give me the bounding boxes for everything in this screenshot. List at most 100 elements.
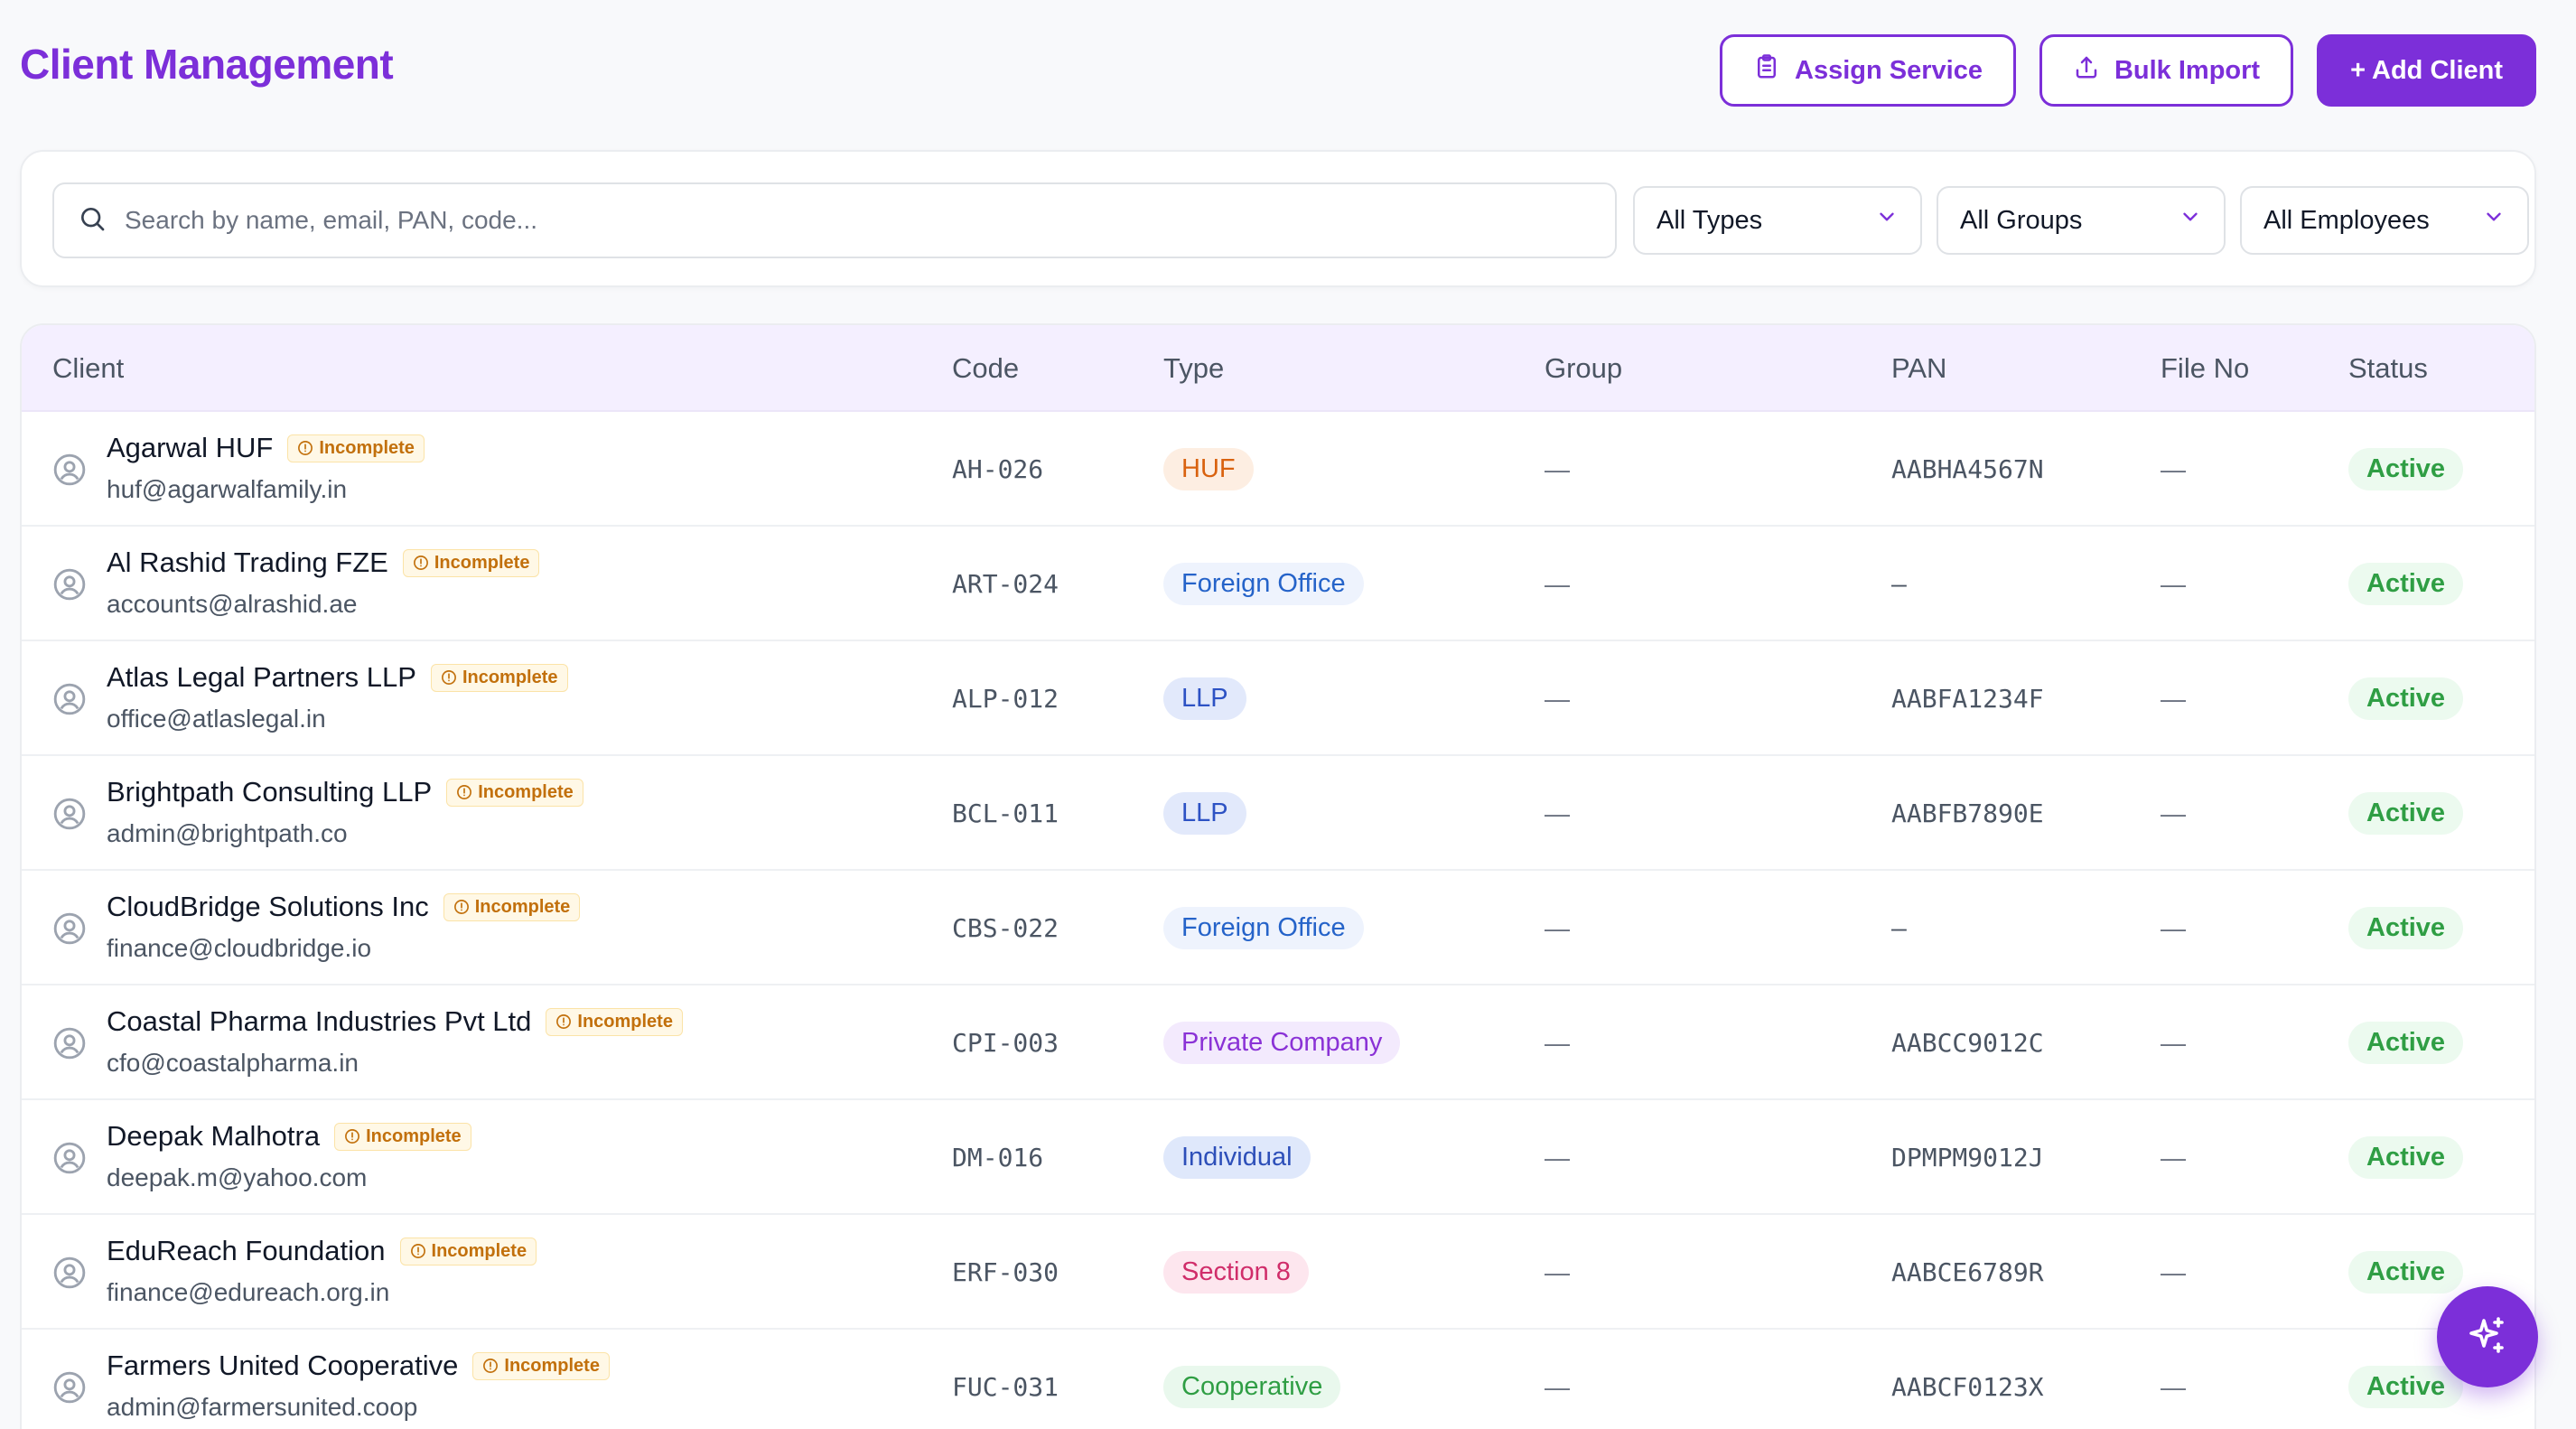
column-header-status[interactable]: Status — [2348, 352, 2428, 384]
table-row[interactable]: Atlas Legal Partners LLP Incomplete office… — [22, 641, 2534, 756]
page-title: Client Management — [20, 41, 394, 88]
alert-circle-icon — [344, 1128, 360, 1144]
client-email: accounts@alrashid.ae — [107, 590, 358, 618]
client-name-line: Farmers United Cooperative Incomplete — [107, 1350, 610, 1382]
column-header-type[interactable]: Type — [1163, 352, 1225, 384]
status-badge: Active — [2348, 448, 2464, 490]
client-email: cfo@coastalpharma.in — [107, 1049, 359, 1077]
table-row[interactable]: Brightpath Consulting LLP Incomplete admin… — [22, 756, 2534, 871]
alert-circle-icon — [453, 899, 470, 915]
client-pan: AABFA1234F — [1891, 684, 2044, 714]
filter-bar: All Types All Groups All Employees — [20, 150, 2536, 287]
type-badge: HUF — [1163, 448, 1254, 490]
table-row[interactable]: Deepak Malhotra Incomplete deepak.m@yahoo.… — [22, 1100, 2534, 1215]
table-row[interactable]: Agarwal HUF Incomplete huf@agarwalfamily.i… — [22, 412, 2534, 527]
column-header-pan[interactable]: PAN — [1891, 352, 1947, 384]
client-code: ERF-030 — [952, 1257, 1059, 1287]
client-file-no: — — [2161, 454, 2186, 483]
toolbar: Assign Service Bulk Import + Add Client — [1720, 34, 2536, 107]
incomplete-badge-label: Incomplete — [319, 437, 415, 458]
client-email: huf@agarwalfamily.in — [107, 475, 348, 503]
upload-icon — [2073, 53, 2100, 88]
client-name-line: Atlas Legal Partners LLP Incomplete — [107, 661, 568, 694]
client-name-line: Coastal Pharma Industries Pvt Ltd Incompl… — [107, 1005, 683, 1038]
type-badge: LLP — [1163, 792, 1246, 835]
column-header-client[interactable]: Client — [52, 352, 125, 384]
bulk-import-label: Bulk Import — [2114, 55, 2261, 85]
client-code: ART-024 — [952, 569, 1059, 599]
client-group: — — [1545, 1028, 1570, 1057]
table-row[interactable]: CloudBridge Solutions Inc Incomplete finan… — [22, 871, 2534, 985]
client-name[interactable]: EduReach Foundation — [107, 1235, 386, 1266]
ai-assistant-button[interactable] — [2437, 1286, 2538, 1387]
client-pan: AABCE6789R — [1891, 1257, 2044, 1287]
chevron-down-icon — [2482, 205, 2506, 236]
incomplete-badge: Incomplete — [472, 1351, 610, 1380]
search-input[interactable] — [125, 206, 1570, 235]
client-name[interactable]: Al Rashid Trading FZE — [107, 546, 388, 578]
client-file-no: — — [2161, 799, 2186, 827]
client-code: CPI-003 — [952, 1028, 1059, 1058]
incomplete-badge-label: Incomplete — [462, 667, 558, 687]
type-badge: LLP — [1163, 677, 1246, 720]
client-group: — — [1545, 684, 1570, 713]
sparkles-icon — [2466, 1313, 2509, 1361]
assign-service-button[interactable]: Assign Service — [1720, 34, 2016, 107]
user-circle-icon — [52, 797, 87, 831]
client-name[interactable]: Farmers United Cooperative — [107, 1350, 459, 1381]
alert-circle-icon — [297, 440, 313, 456]
client-name[interactable]: CloudBridge Solutions Inc — [107, 891, 429, 922]
client-name[interactable]: Agarwal HUF — [107, 432, 274, 463]
user-circle-icon — [52, 1026, 87, 1060]
column-header-file-no[interactable]: File No — [2161, 352, 2250, 384]
type-filter-select[interactable]: All Types — [1633, 186, 1922, 255]
add-client-button[interactable]: + Add Client — [2317, 34, 2536, 107]
client-pan: – — [1891, 569, 1907, 599]
alert-circle-icon — [482, 1358, 499, 1374]
incomplete-badge-label: Incomplete — [431, 1240, 527, 1261]
status-badge: Active — [2348, 677, 2464, 720]
employee-filter-select[interactable]: All Employees — [2240, 186, 2529, 255]
incomplete-badge: Incomplete — [399, 1237, 537, 1266]
user-circle-icon — [52, 453, 87, 487]
client-email: admin@farmersunited.coop — [107, 1393, 418, 1421]
client-group: — — [1545, 799, 1570, 827]
client-file-no: — — [2161, 913, 2186, 942]
user-circle-icon — [52, 682, 87, 716]
incomplete-badge-label: Incomplete — [366, 1125, 462, 1146]
user-circle-icon — [52, 1256, 87, 1290]
status-badge: Active — [2348, 792, 2464, 835]
client-file-no: — — [2161, 1372, 2186, 1401]
table-header: Client Code Type Group PAN File No Statu… — [22, 325, 2534, 412]
table-row[interactable]: Al Rashid Trading FZE Incomplete accounts@… — [22, 527, 2534, 641]
client-pan: DPMPM9012J — [1891, 1143, 2044, 1172]
client-group: — — [1545, 454, 1570, 483]
table-row[interactable]: Farmers United Cooperative Incomplete admi… — [22, 1330, 2534, 1429]
bulk-import-button[interactable]: Bulk Import — [2039, 34, 2294, 107]
table-row[interactable]: Coastal Pharma Industries Pvt Ltd Incompl… — [22, 985, 2534, 1100]
alert-circle-icon — [441, 669, 457, 686]
column-header-group[interactable]: Group — [1545, 352, 1623, 384]
type-badge: Section 8 — [1163, 1251, 1309, 1294]
client-email: finance@cloudbridge.io — [107, 934, 372, 962]
client-group: — — [1545, 1372, 1570, 1401]
alert-circle-icon — [555, 1013, 572, 1030]
group-filter-select[interactable]: All Groups — [1937, 186, 2226, 255]
client-name[interactable]: Coastal Pharma Industries Pvt Ltd — [107, 1005, 532, 1037]
chevron-down-icon — [2179, 205, 2202, 236]
client-email: admin@brightpath.co — [107, 819, 348, 847]
column-header-code[interactable]: Code — [952, 352, 1020, 384]
client-name[interactable]: Atlas Legal Partners LLP — [107, 661, 416, 693]
status-badge: Active — [2348, 1136, 2464, 1179]
table-row[interactable]: EduReach Foundation Incomplete finance@edu… — [22, 1215, 2534, 1330]
assign-service-label: Assign Service — [1795, 55, 1983, 85]
client-name[interactable]: Brightpath Consulting LLP — [107, 776, 433, 808]
client-name-line: Al Rashid Trading FZE Incomplete — [107, 546, 540, 579]
client-file-no: — — [2161, 684, 2186, 713]
type-badge: Foreign Office — [1163, 563, 1364, 605]
client-pan: AABCC9012C — [1891, 1028, 2044, 1058]
search-box — [52, 182, 1617, 258]
client-name[interactable]: Deepak Malhotra — [107, 1120, 321, 1152]
client-group: — — [1545, 1257, 1570, 1286]
client-name-line: Agarwal HUF Incomplete — [107, 432, 425, 464]
